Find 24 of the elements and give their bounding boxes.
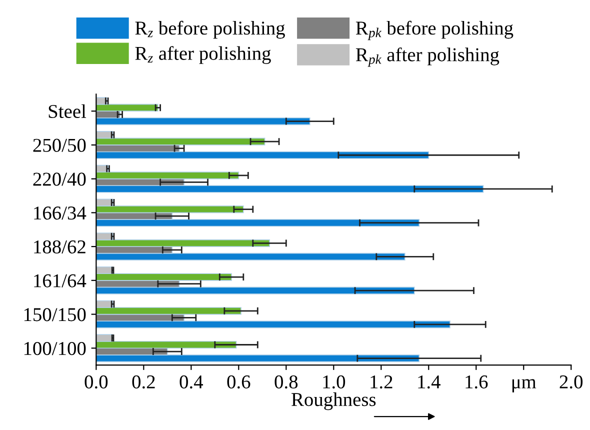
x-tick-label: 1.4: [418, 375, 440, 389]
x-tick-label: 0.2: [132, 375, 155, 389]
x-tick-label: 1.0: [323, 375, 346, 389]
x-tick-label: 1.6: [466, 375, 488, 389]
x-tick-label: 1.2: [370, 375, 392, 389]
legend-label: R$_{z}$ after polishing: [135, 46, 271, 64]
x-tick-label: 0.6: [227, 375, 250, 389]
x-tick-label: 0.0: [84, 375, 108, 389]
y-tick-label: 100/100: [24, 342, 86, 356]
legend-label: R$_{pk}$ before polishing: [356, 20, 514, 40]
x-tick-label: 0.4: [180, 375, 204, 389]
y-tick-label: 188/62: [34, 240, 86, 254]
y-tick-label: 220/40: [33, 172, 86, 186]
x-axis-title: Roughness: [292, 392, 376, 410]
y-tick-label: 150/150: [24, 308, 86, 322]
x-tick-label: 2.0: [560, 375, 583, 389]
x-tick-label: 0.8: [274, 375, 298, 389]
legend-label: R$_{pk}$ after polishing: [356, 47, 500, 67]
legend-label: R$_{z}$ before polishing: [135, 20, 285, 39]
y-tick-label: 166/34: [34, 206, 86, 220]
y-tick-label: Steel: [48, 104, 86, 118]
y-tick-label: 250/50: [33, 138, 86, 152]
y-tick-label: 161/64: [34, 274, 86, 288]
x-tick-label: μm: [512, 379, 536, 392]
